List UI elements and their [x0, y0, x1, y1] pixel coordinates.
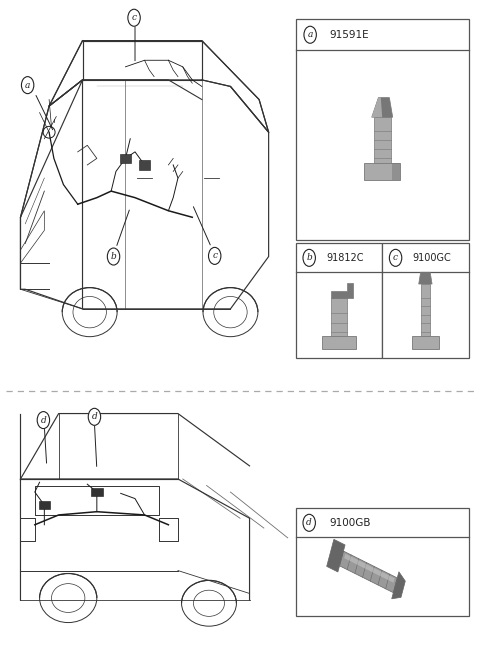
Polygon shape: [412, 336, 439, 350]
Polygon shape: [392, 163, 400, 180]
Text: c: c: [212, 252, 217, 260]
FancyBboxPatch shape: [296, 19, 468, 240]
Circle shape: [22, 77, 34, 94]
Polygon shape: [372, 97, 382, 117]
Polygon shape: [373, 117, 391, 163]
Circle shape: [208, 248, 221, 264]
FancyBboxPatch shape: [296, 509, 468, 616]
Polygon shape: [38, 501, 50, 509]
Polygon shape: [392, 572, 405, 599]
Text: a: a: [308, 30, 313, 39]
Polygon shape: [364, 163, 400, 180]
Text: b: b: [306, 254, 312, 262]
Text: d: d: [92, 413, 97, 421]
Text: 9100GC: 9100GC: [412, 253, 451, 263]
Polygon shape: [91, 488, 103, 496]
Polygon shape: [372, 97, 393, 117]
Polygon shape: [120, 154, 131, 163]
Polygon shape: [331, 298, 347, 336]
Polygon shape: [139, 160, 150, 170]
Polygon shape: [327, 539, 345, 572]
Text: 91591E: 91591E: [329, 30, 369, 40]
Polygon shape: [323, 336, 356, 350]
FancyBboxPatch shape: [296, 244, 382, 358]
Text: c: c: [132, 13, 136, 22]
Circle shape: [389, 250, 402, 266]
Circle shape: [303, 514, 315, 532]
Circle shape: [88, 408, 101, 425]
Text: d: d: [40, 416, 46, 424]
Circle shape: [303, 250, 315, 266]
Circle shape: [128, 9, 140, 26]
Polygon shape: [420, 284, 430, 336]
Polygon shape: [331, 283, 353, 298]
Text: a: a: [25, 81, 30, 89]
Polygon shape: [419, 272, 432, 284]
Text: d: d: [306, 518, 312, 528]
Circle shape: [37, 411, 49, 428]
Circle shape: [304, 26, 316, 43]
Text: 9100GB: 9100GB: [329, 518, 371, 528]
Text: 91812C: 91812C: [326, 253, 363, 263]
Polygon shape: [339, 551, 397, 593]
Text: b: b: [111, 252, 117, 261]
Text: c: c: [393, 254, 398, 262]
Polygon shape: [344, 554, 395, 583]
Circle shape: [108, 248, 120, 265]
FancyBboxPatch shape: [382, 244, 468, 358]
